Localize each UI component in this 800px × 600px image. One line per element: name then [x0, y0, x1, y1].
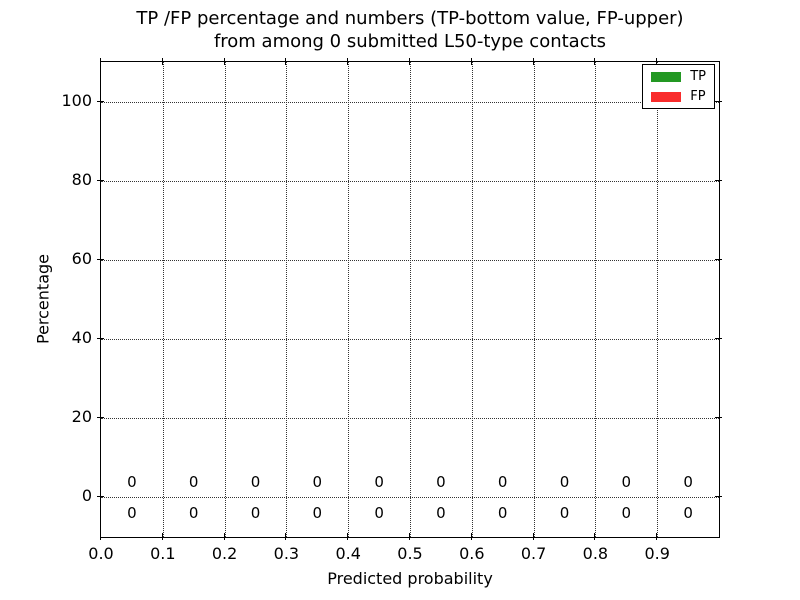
y-tick-mark: [97, 179, 104, 181]
y-tick-label: 80: [71, 169, 92, 189]
fp-count-label: 0: [497, 472, 508, 491]
x-tick-mark: [223, 58, 225, 65]
x-tick-mark: [409, 58, 410, 65]
x-tick-mark: [594, 58, 596, 65]
fp-count-label: 0: [559, 472, 570, 491]
y-tick-label: 40: [71, 328, 92, 348]
x-gridline: [348, 62, 350, 537]
chart-title-line1: TP /FP percentage and numbers (TP-bottom…: [136, 8, 684, 29]
tp-count-label: 0: [683, 504, 693, 523]
x-tick-mark: [532, 58, 534, 65]
legend-label-tp: TP: [690, 69, 706, 84]
y-tick-mark: [97, 417, 104, 419]
x-tick-mark: [347, 58, 349, 65]
fp-legend-swatch-icon: [651, 91, 682, 102]
x-tick-mark: [285, 533, 287, 540]
x-gridline: [162, 62, 164, 537]
chart-title: TP /FP percentage and numbers (TP-bottom…: [100, 7, 720, 53]
x-tick-label: 0.1: [150, 544, 176, 563]
fp-count-label: 0: [312, 472, 323, 491]
x-gridline: [286, 62, 288, 537]
chart-title-line2: from among 0 submitted L50-type contacts: [213, 31, 607, 52]
x-tick-mark: [409, 533, 410, 540]
x-tick-label: 0.0: [88, 544, 114, 563]
x-tick-label: 0.7: [520, 544, 547, 563]
x-tick-mark: [223, 533, 225, 540]
legend-entry-tp: TP: [651, 70, 706, 83]
tp-count-label: 0: [559, 504, 570, 523]
fp-count-label: 0: [127, 472, 137, 491]
x-tick-mark: [594, 533, 596, 540]
y-tick-label: 60: [71, 248, 92, 268]
tp-count-label: 0: [312, 504, 323, 523]
fp-count-label: 0: [683, 472, 693, 491]
fp-count-label: 0: [188, 472, 199, 491]
y-tick-mark: [97, 258, 104, 260]
y-tick-mark: [97, 100, 104, 102]
x-tick-label: 0.5: [397, 544, 423, 563]
x-tick-label: 0.4: [335, 544, 361, 563]
x-gridline: [410, 62, 411, 537]
tp-legend-swatch-icon: [651, 71, 682, 82]
fp-count-label: 0: [436, 472, 446, 491]
x-tick-mark: [100, 533, 101, 540]
y-tick-mark: [715, 179, 722, 181]
x-tick-mark: [470, 533, 472, 540]
x-tick-mark: [100, 58, 101, 65]
x-tick-mark: [347, 533, 349, 540]
tp-count-label: 0: [436, 504, 446, 523]
x-gridline: [595, 62, 597, 537]
x-tick-label: 0.8: [582, 544, 609, 563]
y-tick-mark: [715, 100, 722, 102]
x-tick-mark: [161, 58, 163, 65]
y-tick-label: 0: [81, 486, 92, 506]
legend: TP FP: [642, 64, 715, 109]
legend-label-fp: FP: [690, 89, 706, 104]
fp-count-label: 0: [621, 472, 632, 491]
x-tick-mark: [656, 58, 658, 65]
tp-count-label: 0: [250, 504, 261, 523]
x-tick-mark: [470, 58, 472, 65]
y-tick-mark: [715, 496, 722, 498]
tp-count-label: 0: [497, 504, 508, 523]
x-tick-label: 0.3: [273, 544, 300, 563]
y-tick-label: 100: [61, 90, 92, 110]
y-tick-mark: [715, 417, 722, 419]
legend-entry-fp: FP: [651, 90, 706, 103]
tp-count-label: 0: [374, 504, 384, 523]
y-tick-mark: [97, 496, 104, 498]
y-tick-label: 20: [71, 407, 92, 427]
x-tick-mark: [656, 533, 658, 540]
x-tick-label: 0.2: [211, 544, 238, 563]
tp-count-label: 0: [621, 504, 632, 523]
tp-count-label: 0: [188, 504, 199, 523]
tp-count-label: 0: [127, 504, 137, 523]
x-gridline: [657, 62, 659, 537]
x-tick-mark: [532, 533, 534, 540]
x-tick-label: 0.6: [459, 544, 485, 563]
x-tick-mark: [161, 533, 163, 540]
y-tick-mark: [715, 258, 722, 260]
x-gridline: [471, 62, 473, 537]
x-gridline: [224, 62, 226, 537]
x-tick-mark: [285, 58, 287, 65]
x-axis-label: Predicted probability: [327, 569, 493, 588]
x-gridline: [533, 62, 535, 537]
y-tick-mark: [97, 338, 104, 340]
plot-area: 0 0 0 0 0 0 0 0 0 0 0 0 0 0 0 0 0 0 0 0 TP FP: [100, 61, 720, 538]
y-tick-mark: [715, 338, 722, 340]
fp-count-label: 0: [250, 472, 261, 491]
x-tick-label: 0.9: [644, 544, 670, 563]
fp-count-label: 0: [374, 472, 384, 491]
